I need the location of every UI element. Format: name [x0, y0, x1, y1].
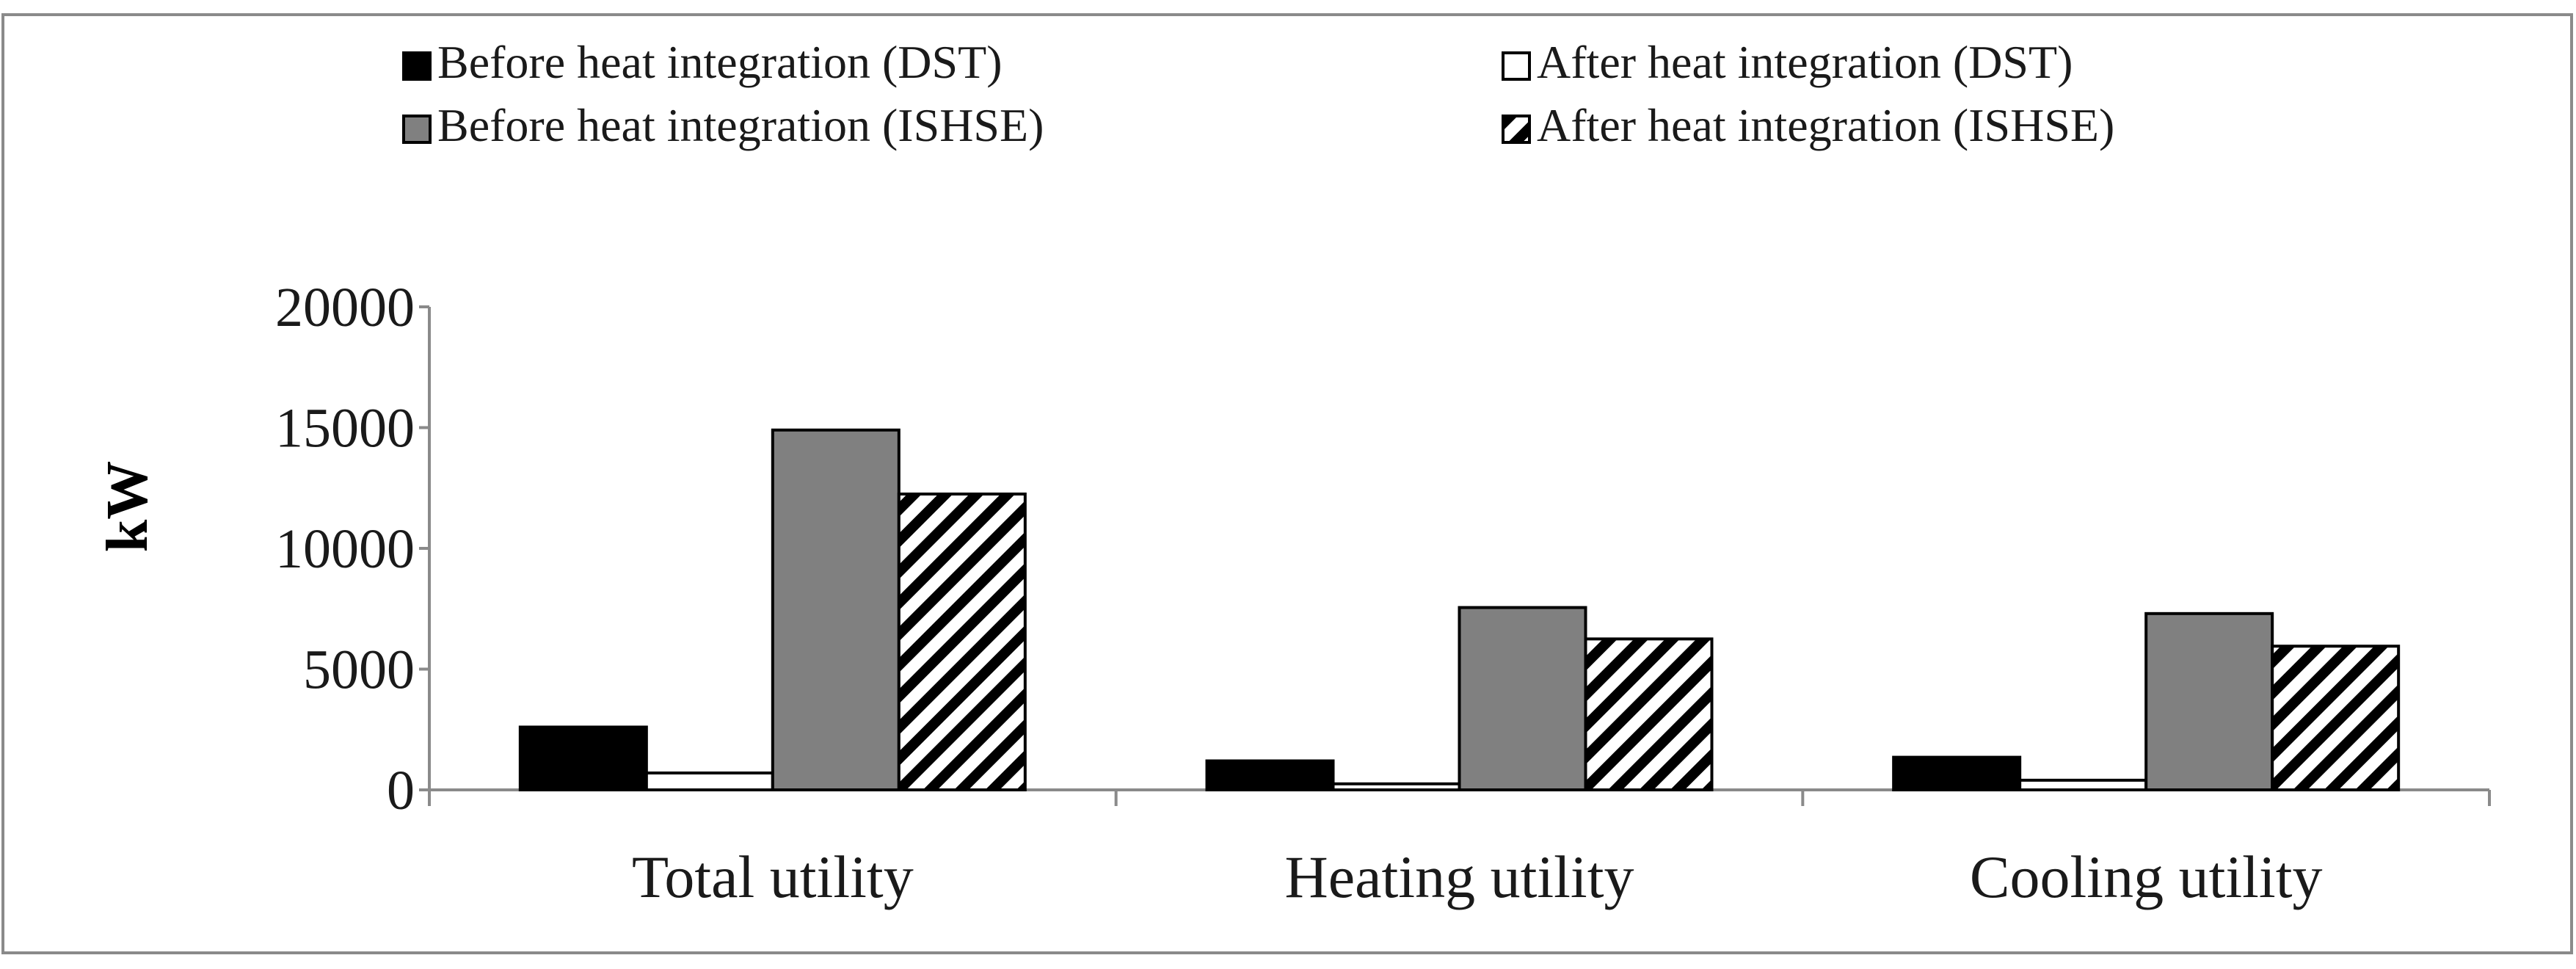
bar-1-cooling-utility	[1892, 755, 2022, 791]
legend-swatch	[402, 115, 432, 144]
legend-swatch	[402, 51, 432, 81]
legend-label: Before heat integration (ISHSE)	[437, 99, 1044, 151]
bar-2-total-utility	[644, 771, 774, 791]
bar-4-heating-utility	[1584, 637, 1714, 791]
legend-label: After heat integration (ISHSE)	[1537, 99, 2114, 151]
y-tick-label: 5000	[303, 639, 415, 701]
bar-3-total-utility	[771, 428, 900, 791]
y-tick-label: 0	[387, 760, 415, 821]
legend-swatch	[1502, 51, 1531, 81]
bars	[518, 428, 2401, 792]
y-tick-label: 10000	[275, 518, 415, 580]
legend: Before heat integration (DST) After heat …	[402, 36, 2114, 151]
chart-frame	[1, 13, 2573, 954]
bar-4-cooling-utility	[2271, 645, 2401, 791]
y-tick-label: 15000	[275, 398, 415, 460]
bar-2-heating-utility	[1331, 782, 1461, 792]
x-category-label: Cooling utility	[1970, 843, 2323, 910]
bar-1-total-utility	[518, 725, 648, 792]
bar-2-cooling-utility	[2018, 778, 2148, 791]
bar-3-cooling-utility	[2144, 611, 2274, 792]
bar-1-heating-utility	[1205, 759, 1335, 792]
y-tick-label: 20000	[275, 277, 415, 338]
legend-label: Before heat integration (DST)	[437, 36, 1003, 88]
legend-swatch	[1502, 115, 1531, 144]
bar-4-total-utility	[897, 492, 1027, 791]
x-category-label: Heating utility	[1285, 843, 1634, 910]
y-axis-label: kW	[95, 461, 160, 553]
axes: 0 5000 10000 15000 20000 Total utility Heating…	[275, 277, 2491, 910]
x-category-label: Total utility	[632, 843, 914, 910]
legend-label: After heat integration (DST)	[1537, 36, 2073, 88]
bar-3-heating-utility	[1458, 606, 1587, 791]
